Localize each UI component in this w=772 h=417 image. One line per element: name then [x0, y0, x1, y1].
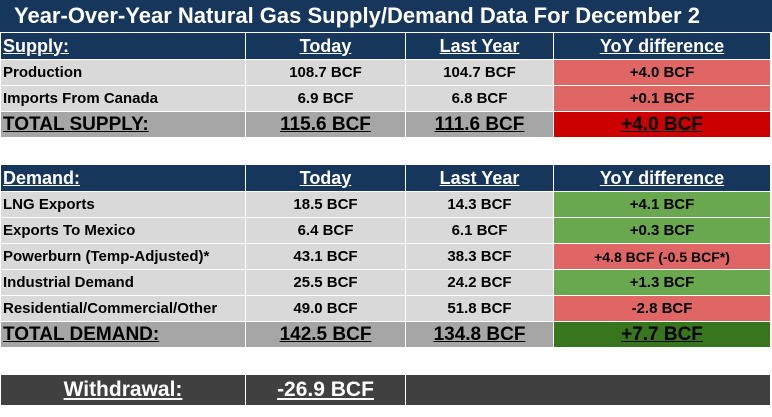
total-supply-row: TOTAL SUPPLY: 115.6 BCF 111.6 BCF +4.0 B… [0, 111, 771, 138]
table-row: LNG Exports 18.5 BCF 14.3 BCF +4.1 BCF [0, 191, 771, 218]
table-row: Powerburn (Temp-Adjusted)* 43.1 BCF 38.3… [0, 243, 771, 270]
table-row: Imports From Canada 6.9 BCF 6.8 BCF +0.1… [0, 85, 771, 112]
table-row: Exports To Mexico 6.4 BCF 6.1 BCF +0.3 B… [0, 217, 771, 244]
demand-header-row: Demand: Today Last Year YoY difference [0, 164, 771, 192]
yoy-difference-header: YoY difference [553, 32, 771, 60]
row-label: LNG Exports [0, 191, 246, 218]
last-year-value: 24.2 BCF [405, 269, 554, 296]
last-year-value: 51.8 BCF [405, 295, 554, 322]
supply-header-row: Supply: Today Last Year YoY difference [0, 32, 771, 60]
total-supply-today: 115.6 BCF [245, 111, 406, 138]
today-header: Today [245, 32, 406, 60]
yoy-difference-value: +0.3 BCF [553, 217, 771, 244]
row-label: Imports From Canada [0, 85, 246, 112]
yoy-difference-value: +4.8 BCF (-0.5 BCF*) [553, 243, 771, 270]
last-year-header: Last Year [405, 164, 554, 192]
last-year-value: 6.8 BCF [405, 85, 554, 112]
withdrawal-value: -26.9 BCF [245, 374, 406, 406]
today-value: 108.7 BCF [245, 59, 406, 86]
withdrawal-label: Withdrawal: [0, 374, 246, 406]
supply-header-label: Supply: [0, 32, 246, 60]
row-label: Exports To Mexico [0, 217, 246, 244]
row-label: Powerburn (Temp-Adjusted)* [0, 243, 246, 270]
yoy-difference-value: +1.3 BCF [553, 269, 771, 296]
last-year-value: 104.7 BCF [405, 59, 554, 86]
today-header: Today [245, 164, 406, 192]
yoy-difference-value: +4.1 BCF [553, 191, 771, 218]
today-value: 49.0 BCF [245, 295, 406, 322]
table-row: Production 108.7 BCF 104.7 BCF +4.0 BCF [0, 59, 771, 86]
total-demand-row: TOTAL DEMAND: 142.5 BCF 134.8 BCF +7.7 B… [0, 321, 771, 348]
row-label: Industrial Demand [0, 269, 246, 296]
yoy-difference-value: +0.1 BCF [553, 85, 771, 112]
row-label: Residential/Commercial/Other [0, 295, 246, 322]
withdrawal-filler [405, 374, 771, 406]
total-supply-diff: +4.0 BCF [553, 111, 771, 138]
last-year-value: 38.3 BCF [405, 243, 554, 270]
last-year-header: Last Year [405, 32, 554, 60]
last-year-value: 14.3 BCF [405, 191, 554, 218]
yoy-difference-header: YoY difference [553, 164, 771, 192]
total-supply-label: TOTAL SUPPLY: [0, 111, 246, 138]
total-demand-label: TOTAL DEMAND: [0, 321, 246, 348]
spacer-row [0, 137, 771, 165]
today-value: 18.5 BCF [245, 191, 406, 218]
total-demand-diff: +7.7 BCF [553, 321, 771, 348]
today-value: 43.1 BCF [245, 243, 406, 270]
today-value: 6.4 BCF [245, 217, 406, 244]
spacer-row [0, 347, 771, 375]
supply-demand-table: Supply: Today Last Year YoY difference P… [0, 32, 771, 406]
total-demand-today: 142.5 BCF [245, 321, 406, 348]
table-row: Residential/Commercial/Other 49.0 BCF 51… [0, 295, 771, 322]
today-value: 6.9 BCF [245, 85, 406, 112]
total-supply-last-year: 111.6 BCF [405, 111, 554, 138]
yoy-difference-value: +4.0 BCF [553, 59, 771, 86]
page-title: Year-Over-Year Natural Gas Supply/Demand… [0, 0, 772, 32]
row-label: Production [0, 59, 246, 86]
demand-header-label: Demand: [0, 164, 246, 192]
table-row: Industrial Demand 25.5 BCF 24.2 BCF +1.3… [0, 269, 771, 296]
total-demand-last-year: 134.8 BCF [405, 321, 554, 348]
withdrawal-row: Withdrawal: -26.9 BCF [0, 374, 771, 406]
yoy-difference-value: -2.8 BCF [553, 295, 771, 322]
last-year-value: 6.1 BCF [405, 217, 554, 244]
today-value: 25.5 BCF [245, 269, 406, 296]
